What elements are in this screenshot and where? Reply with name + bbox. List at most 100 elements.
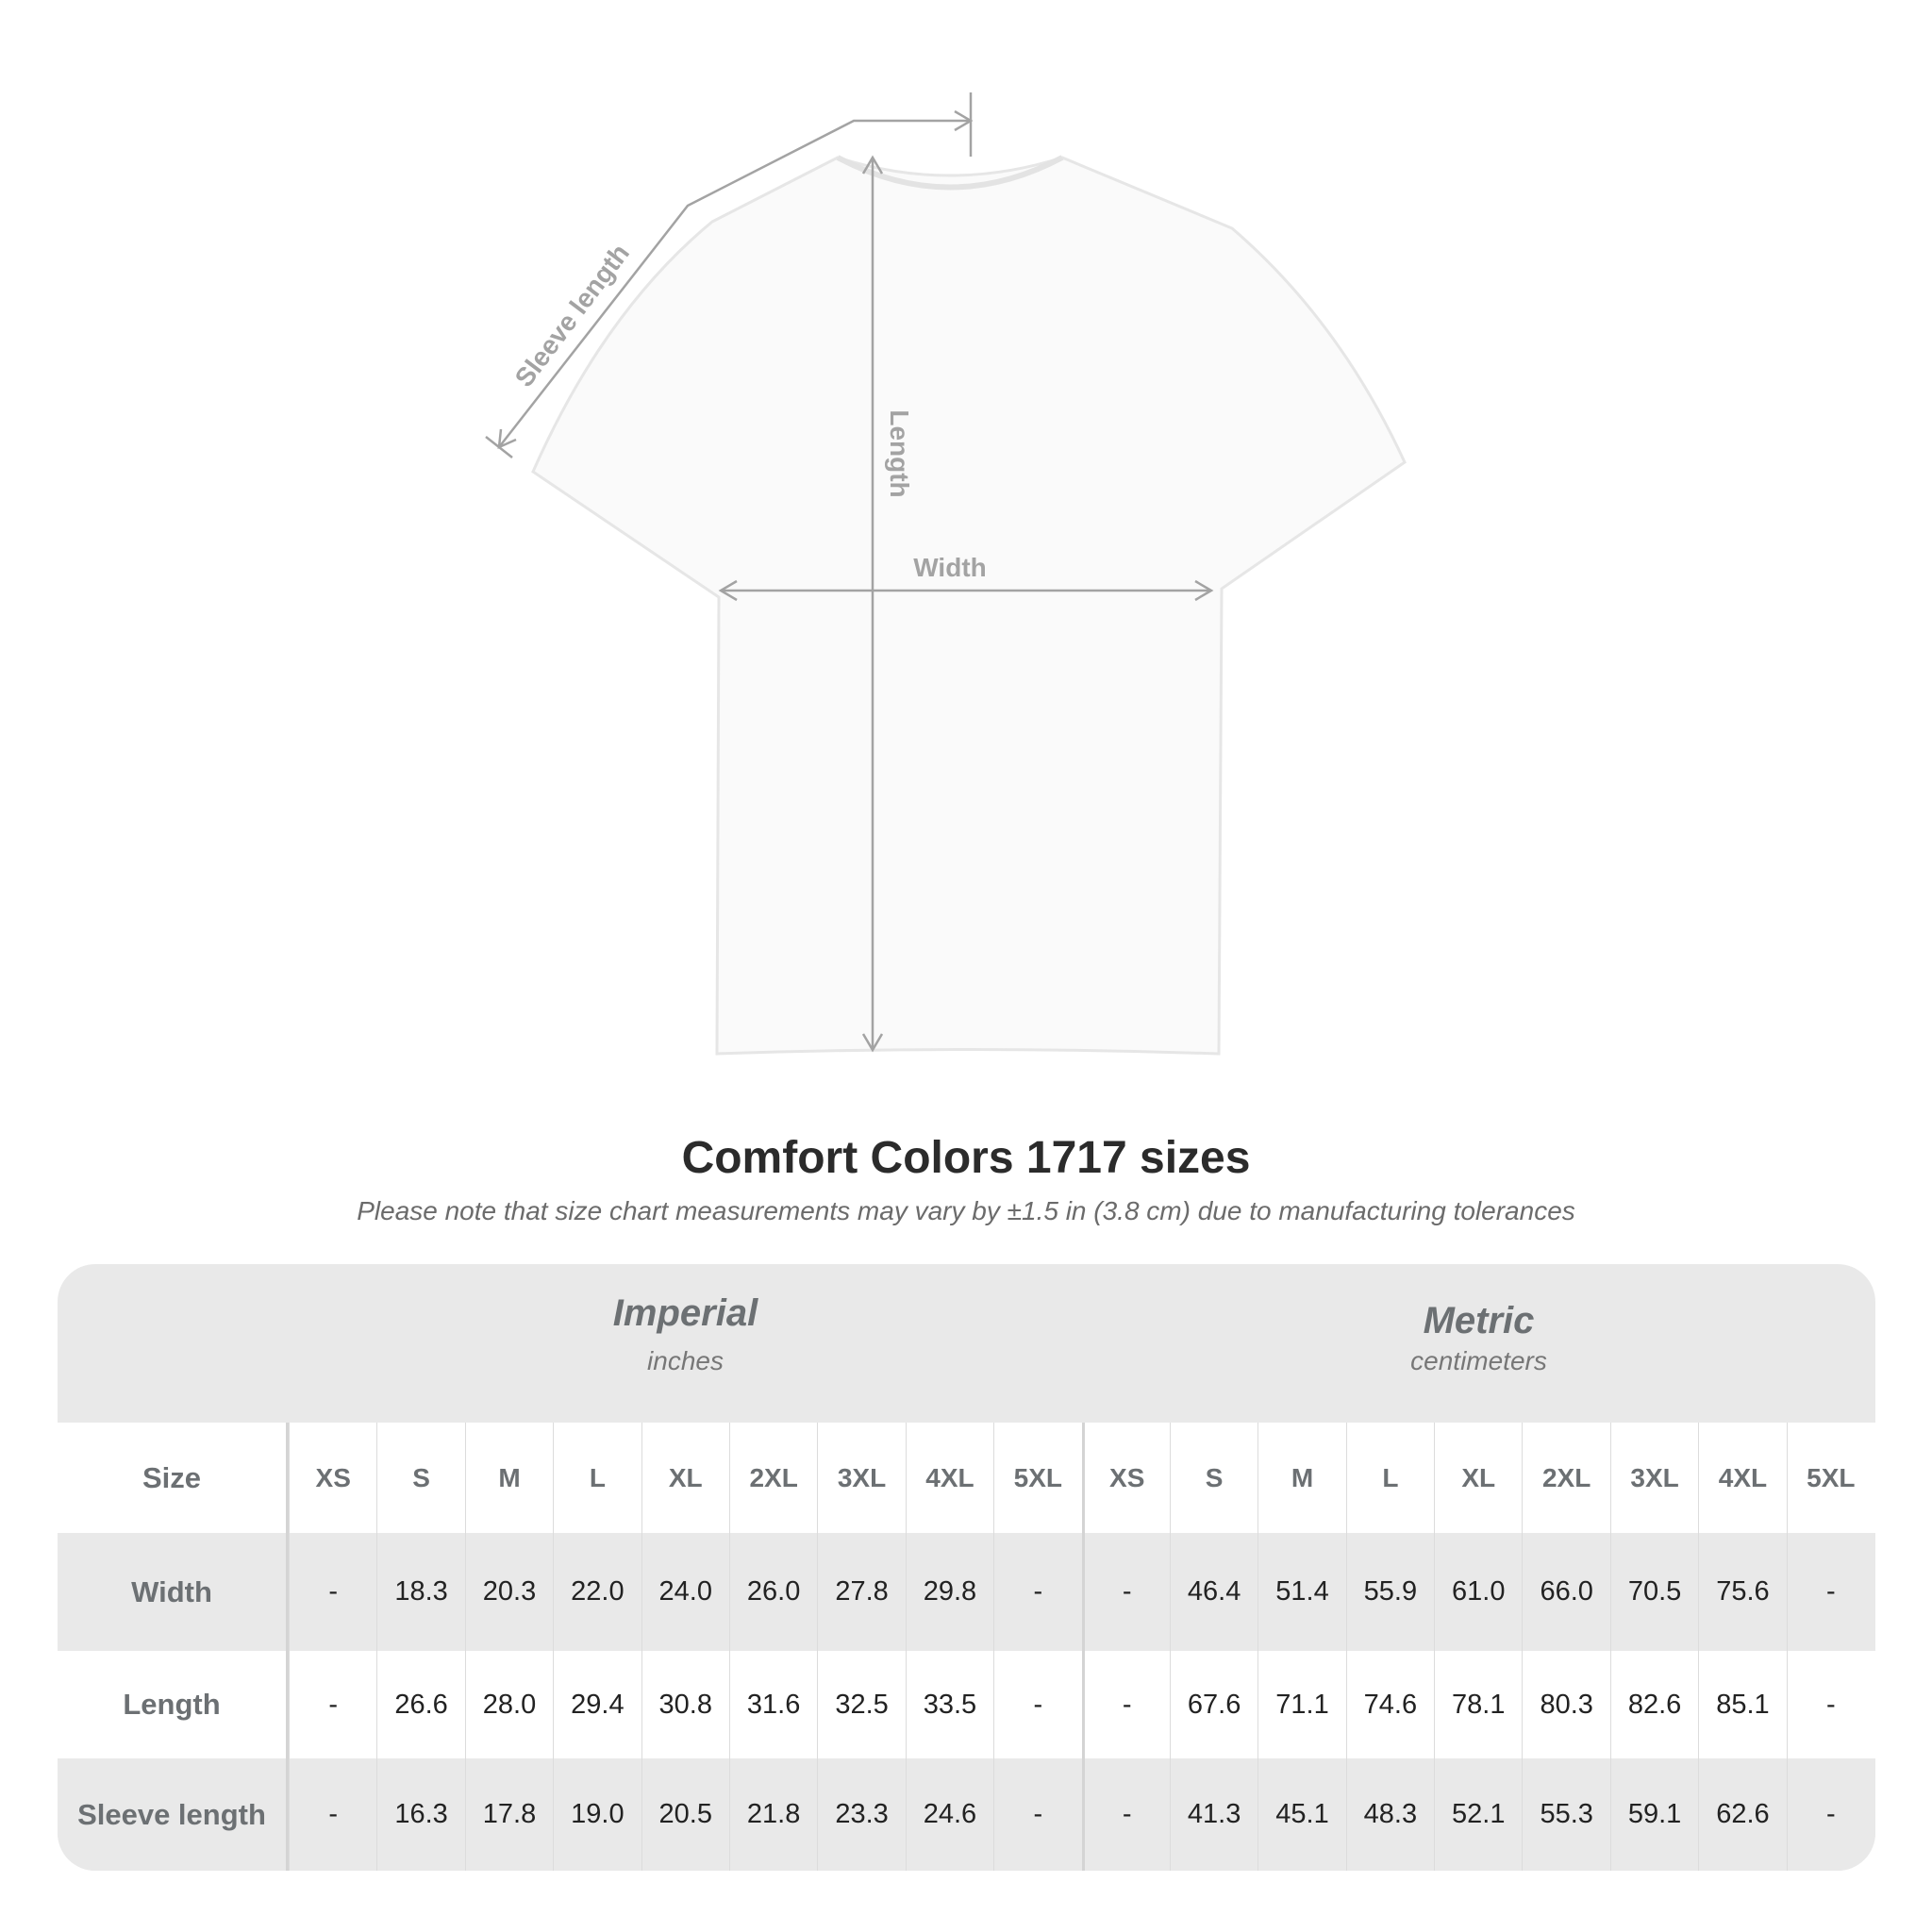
tolerance-note: Please note that size chart measurements… [357, 1196, 1575, 1225]
metric-value-xs: - [1081, 1533, 1170, 1651]
imperial-size-s: S [376, 1423, 464, 1533]
imperial-value-s: 18.3 [376, 1533, 464, 1651]
imperial-size-5xl: 5XL [993, 1423, 1081, 1533]
metric-size-3xl: 3XL [1609, 1423, 1698, 1533]
imperial-size-xl: XL [641, 1423, 729, 1533]
size-header-label: Size [58, 1423, 289, 1533]
metric-value-5xl: - [1786, 1533, 1874, 1651]
metric-value-2xl: 66.0 [1522, 1533, 1609, 1651]
metric-value-5xl: - [1786, 1651, 1874, 1758]
metric-size-s: S [1169, 1423, 1257, 1533]
metric-value-xs: - [1081, 1651, 1170, 1758]
sleeve-arrowhead-start-icon [497, 428, 517, 450]
imperial-value-m: 20.3 [464, 1533, 553, 1651]
metric-value-xl: 61.0 [1434, 1533, 1522, 1651]
metric-value-2xl: 80.3 [1522, 1651, 1609, 1758]
metric-value-4xl: 85.1 [1698, 1651, 1786, 1758]
tshirt-collar [836, 155, 1064, 191]
metric-value-5xl: - [1786, 1758, 1874, 1871]
imperial-unit: inches [647, 1346, 724, 1375]
tshirt-measurement-diagram: Sleeve length Length Width [485, 92, 1407, 1056]
imperial-value-5xl: - [993, 1651, 1081, 1758]
metric-value-s: 41.3 [1169, 1758, 1257, 1871]
imperial-value-3xl: 23.3 [817, 1758, 905, 1871]
imperial-value-xl: 30.8 [641, 1651, 729, 1758]
imperial-value-m: 28.0 [464, 1651, 553, 1758]
imperial-value-2xl: 31.6 [728, 1651, 817, 1758]
imperial-value-3xl: 27.8 [817, 1533, 905, 1651]
metric-value-3xl: 82.6 [1609, 1651, 1698, 1758]
row-label: Sleeve length [58, 1758, 289, 1871]
metric-value-s: 67.6 [1169, 1651, 1257, 1758]
metric-value-m: 71.1 [1257, 1651, 1345, 1758]
imperial-value-4xl: 33.5 [905, 1651, 993, 1758]
sleeve-arrowhead-icon [954, 109, 974, 132]
metric-size-xl: XL [1434, 1423, 1522, 1533]
table-row-sleeve-length: Sleeve length -16.3 17.8 19.0 20.5 21.8 23.3 24… [58, 1758, 1875, 1871]
imperial-header: Imperial inches [289, 1264, 1082, 1451]
metric-value-l: 55.9 [1345, 1533, 1434, 1651]
metric-value-m: 45.1 [1257, 1758, 1345, 1871]
metric-value-xl: 78.1 [1434, 1651, 1522, 1758]
metric-value-3xl: 70.5 [1609, 1533, 1698, 1651]
metric-unit: centimeters [1410, 1346, 1547, 1375]
imperial-value-xs: - [289, 1651, 376, 1758]
imperial-value-s: 16.3 [376, 1758, 464, 1871]
imperial-value-4xl: 24.6 [905, 1758, 993, 1871]
sleeve-length-arrow [498, 119, 971, 448]
metric-value-l: 48.3 [1345, 1758, 1434, 1871]
imperial-value-2xl: 26.0 [728, 1533, 817, 1651]
length-arrowhead-bottom-icon [861, 1033, 884, 1053]
metric-value-s: 46.4 [1169, 1533, 1257, 1651]
imperial-value-5xl: - [993, 1533, 1081, 1651]
length-label: Length [885, 409, 914, 497]
metric-size-5xl: 5XL [1786, 1423, 1874, 1533]
imperial-value-s: 26.6 [376, 1651, 464, 1758]
tshirt-illustration [531, 156, 1407, 1056]
metric-size-xs: XS [1081, 1423, 1170, 1533]
imperial-value-l: 29.4 [553, 1651, 641, 1758]
length-arrowhead-top-icon [861, 155, 884, 175]
imperial-title: Imperial [612, 1292, 758, 1334]
metric-size-l: L [1345, 1423, 1434, 1533]
imperial-value-l: 19.0 [553, 1758, 641, 1871]
metric-header: Metric centimeters [1082, 1264, 1875, 1458]
imperial-value-xl: 20.5 [641, 1758, 729, 1871]
imperial-value-xl: 24.0 [641, 1533, 729, 1651]
row-label: Length [58, 1651, 289, 1758]
width-label: Width [913, 553, 987, 582]
imperial-value-l: 22.0 [553, 1533, 641, 1651]
imperial-value-xs: - [289, 1533, 376, 1651]
row-label: Width [58, 1533, 289, 1651]
size-table: Imperial inches Metric centimeters Size X… [58, 1264, 1875, 1871]
metric-value-xs: - [1081, 1758, 1170, 1871]
metric-size-4xl: 4XL [1698, 1423, 1786, 1533]
metric-value-l: 74.6 [1345, 1651, 1434, 1758]
imperial-value-xs: - [289, 1758, 376, 1871]
metric-size-m: M [1257, 1423, 1345, 1533]
size-header-row: Size XS S M L XL 2XL 3XL 4XL 5XL XS S M L XL 2XL 3XL 4XL 5… [58, 1423, 1875, 1533]
imperial-value-2xl: 21.8 [728, 1758, 817, 1871]
metric-size-2xl: 2XL [1522, 1423, 1609, 1533]
metric-value-m: 51.4 [1257, 1533, 1345, 1651]
imperial-value-m: 17.8 [464, 1758, 553, 1871]
imperial-value-5xl: - [993, 1758, 1081, 1871]
metric-title: Metric [1423, 1300, 1535, 1341]
imperial-size-xs: XS [289, 1423, 376, 1533]
chart-title: Comfort Colors 1717 sizes [681, 1133, 1251, 1183]
table-row-width: Width -18.3 20.3 22.0 24.0 26.0 27.8 29.8- -46.4… [58, 1533, 1875, 1651]
imperial-value-3xl: 32.5 [817, 1651, 905, 1758]
metric-value-3xl: 59.1 [1609, 1758, 1698, 1871]
metric-value-xl: 52.1 [1434, 1758, 1522, 1871]
imperial-size-m: M [464, 1423, 553, 1533]
imperial-size-l: L [553, 1423, 641, 1533]
width-arrowhead-right-icon [1194, 579, 1214, 602]
imperial-size-2xl: 2XL [728, 1423, 817, 1533]
imperial-size-3xl: 3XL [817, 1423, 905, 1533]
metric-value-4xl: 62.6 [1698, 1758, 1786, 1871]
table-row-length: Length -26.6 28.0 29.4 30.8 31.6 32.5 33.5- -67.… [58, 1651, 1875, 1758]
imperial-size-4xl: 4XL [905, 1423, 993, 1533]
imperial-value-4xl: 29.8 [905, 1533, 993, 1651]
width-arrowhead-left-icon [718, 579, 738, 602]
metric-value-4xl: 75.6 [1698, 1533, 1786, 1651]
